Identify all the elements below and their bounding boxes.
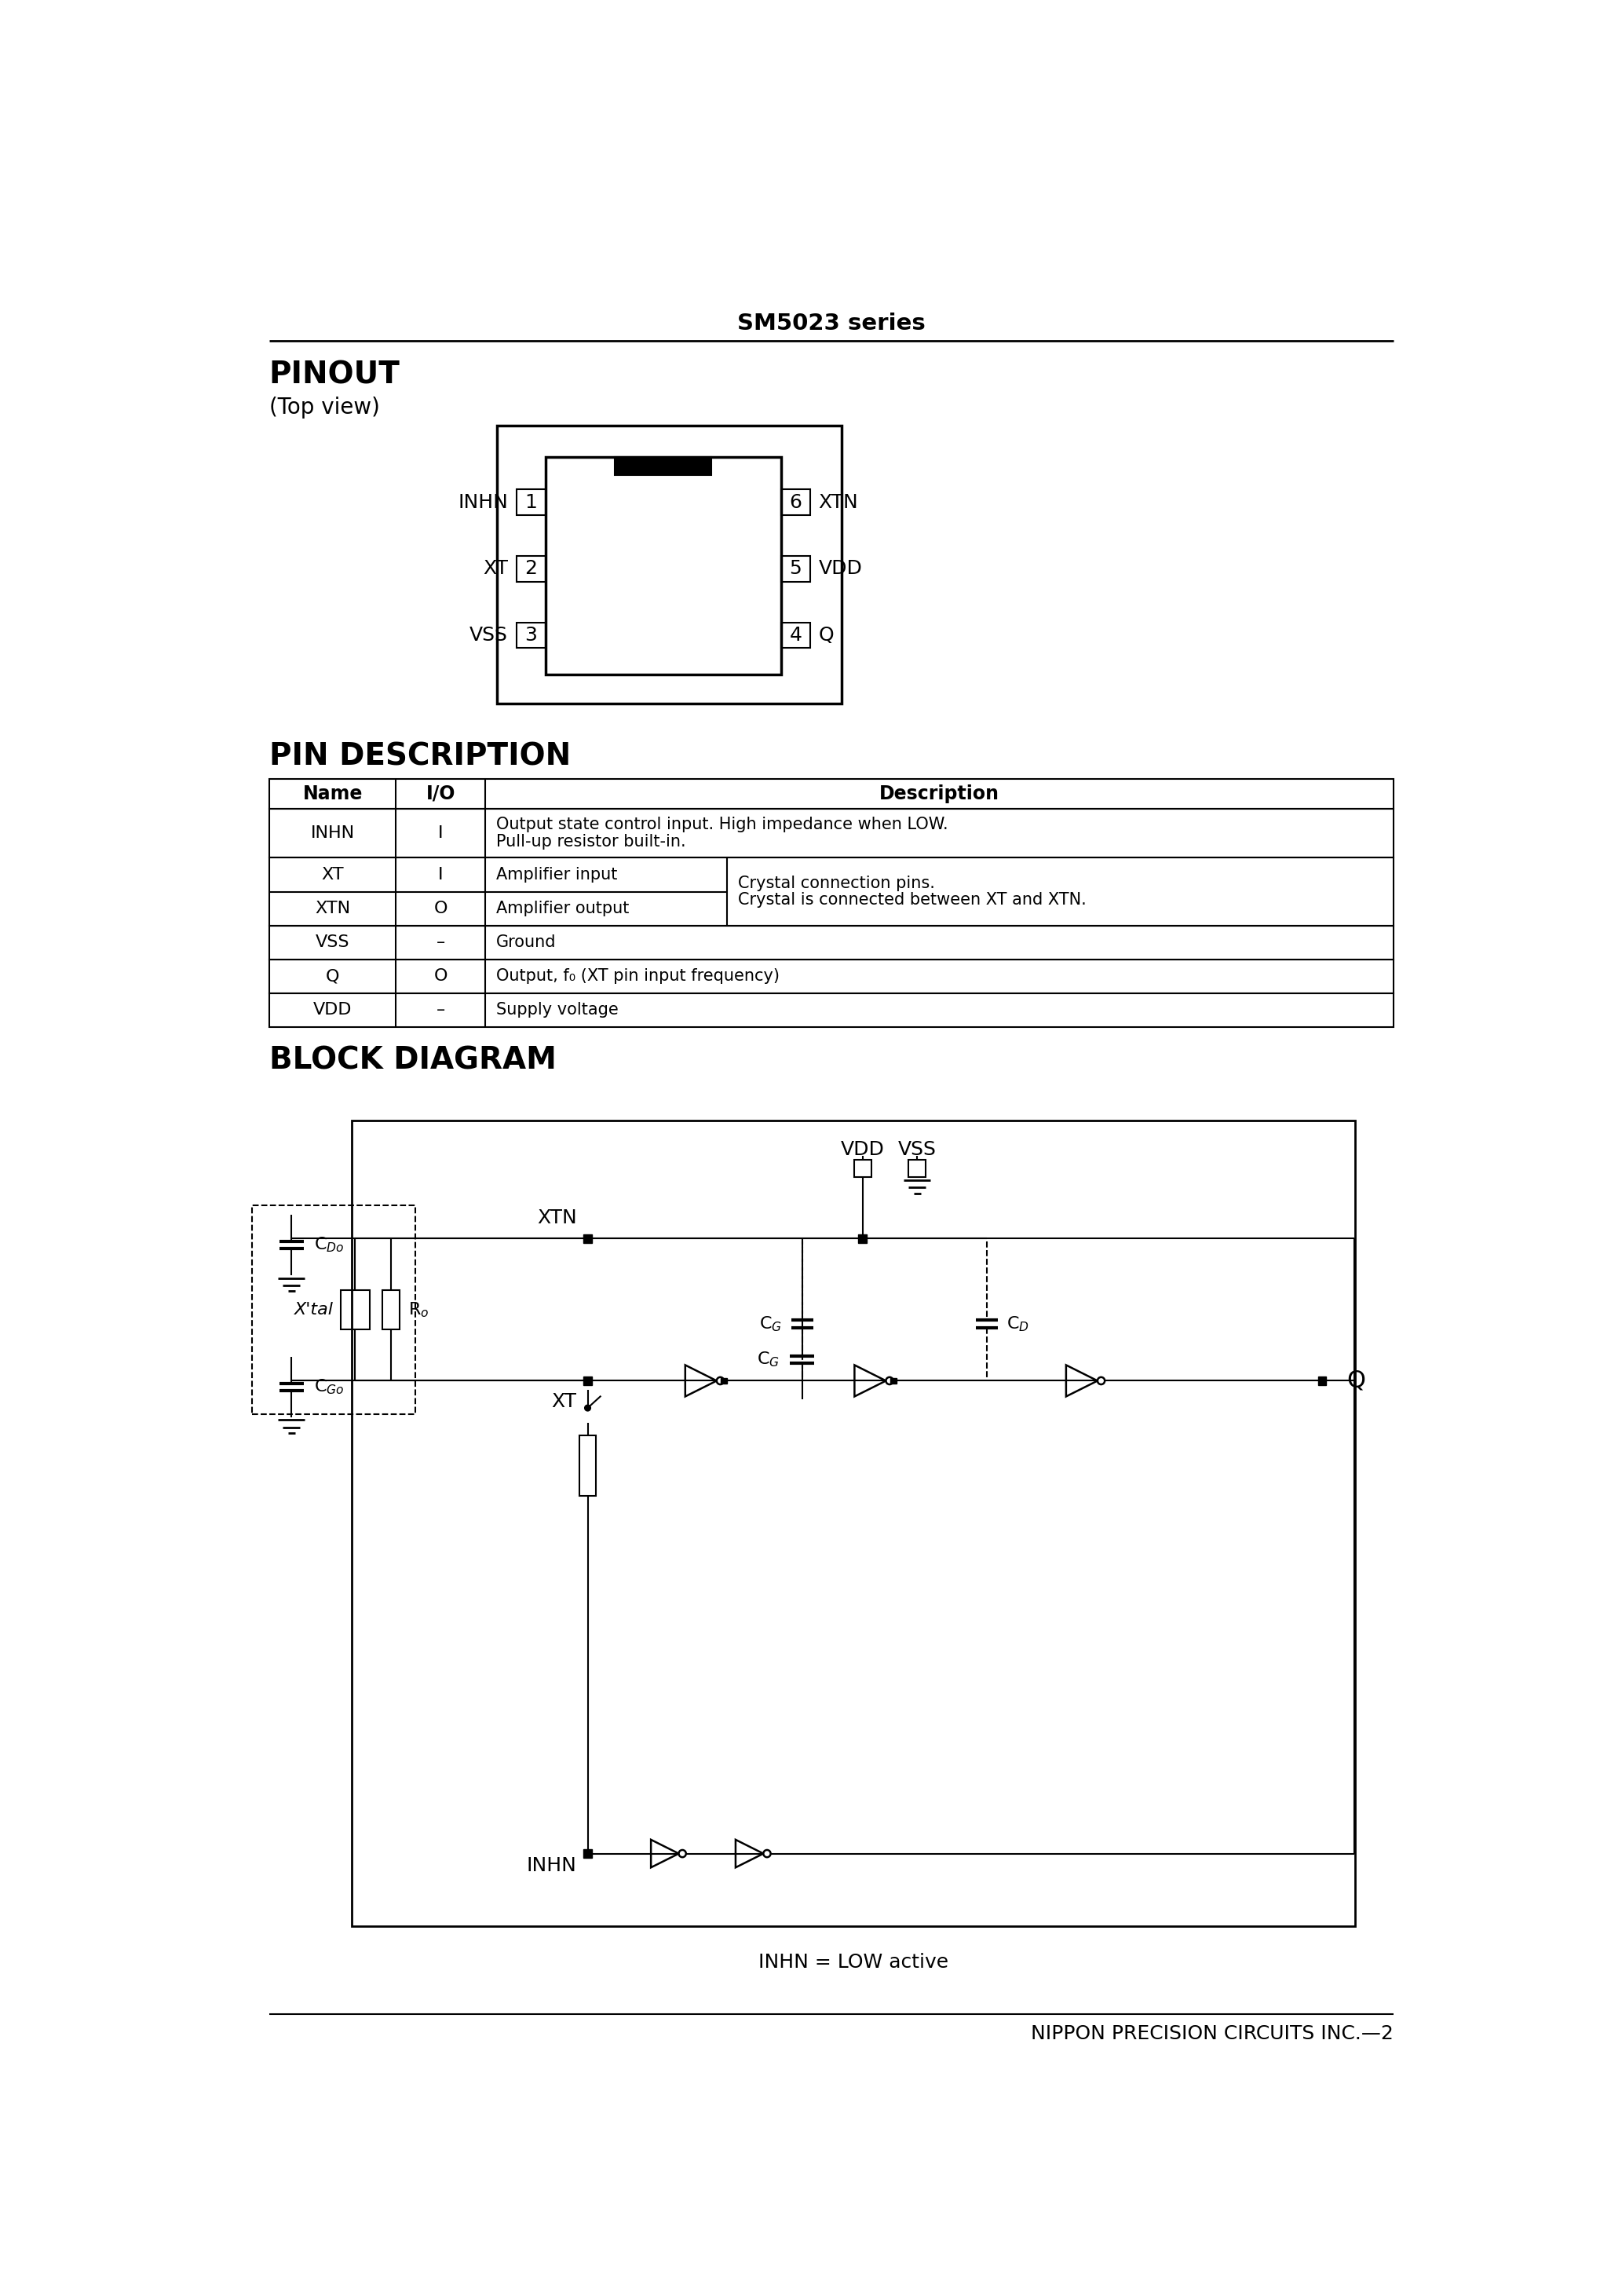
Text: 6: 6 — [790, 494, 801, 512]
Bar — [782, 489, 809, 514]
Text: PIN DESCRIPTION: PIN DESCRIPTION — [269, 742, 571, 771]
Bar — [782, 622, 809, 647]
Bar — [496, 425, 842, 703]
Text: 3: 3 — [524, 627, 537, 645]
Text: C$_D$: C$_D$ — [1007, 1316, 1030, 1334]
Circle shape — [717, 1378, 723, 1384]
Bar — [858, 1235, 866, 1242]
Text: 5: 5 — [790, 560, 801, 579]
Text: XTN: XTN — [819, 494, 858, 512]
Bar — [516, 489, 545, 514]
Circle shape — [886, 1378, 894, 1384]
Text: PINOUT: PINOUT — [269, 360, 401, 390]
Text: INHN: INHN — [527, 1855, 577, 1876]
Bar — [269, 808, 1393, 859]
Text: Q: Q — [1346, 1368, 1366, 1391]
Text: Amplifier input: Amplifier input — [496, 868, 618, 882]
Text: Ground: Ground — [496, 934, 556, 951]
Text: C$_G$: C$_G$ — [759, 1316, 782, 1334]
Text: SM5023 series: SM5023 series — [736, 312, 926, 335]
Text: XTN: XTN — [537, 1208, 577, 1226]
Bar — [890, 1378, 897, 1384]
Text: I: I — [438, 868, 443, 882]
Text: –: – — [436, 1003, 444, 1017]
Text: C$_{Go}$: C$_{Go}$ — [315, 1378, 345, 1396]
Text: Output state control input. High impedance when LOW.: Output state control input. High impedan… — [496, 817, 949, 833]
Bar — [720, 1378, 727, 1384]
Text: 1: 1 — [524, 494, 537, 512]
Text: Q: Q — [326, 969, 339, 985]
Bar — [516, 556, 545, 581]
Bar — [855, 1159, 871, 1178]
Text: 4: 4 — [790, 627, 801, 645]
Text: Output, f₀ (XT pin input frequency): Output, f₀ (XT pin input frequency) — [496, 969, 780, 985]
Bar — [251, 1205, 415, 1414]
Text: Supply voltage: Supply voltage — [496, 1003, 618, 1017]
Text: XT: XT — [321, 868, 344, 882]
Text: BLOCK DIAGRAM: BLOCK DIAGRAM — [269, 1045, 556, 1075]
Bar — [782, 556, 809, 581]
Text: R$_o$: R$_o$ — [409, 1300, 428, 1318]
Bar — [269, 960, 1393, 994]
Text: XT: XT — [483, 560, 508, 579]
Bar — [352, 1120, 1356, 1926]
Text: Q: Q — [819, 627, 834, 645]
Text: C$_{Do}$: C$_{Do}$ — [315, 1235, 344, 1254]
Bar — [269, 994, 1393, 1026]
Text: C$_G$: C$_G$ — [756, 1350, 779, 1368]
Text: VSS: VSS — [899, 1141, 936, 1159]
Text: Amplifier output: Amplifier output — [496, 900, 629, 916]
Text: VDD: VDD — [313, 1003, 352, 1017]
Text: INHN: INHN — [310, 827, 355, 840]
Bar — [1319, 1378, 1327, 1384]
Bar — [584, 1235, 592, 1242]
Text: VDD: VDD — [819, 560, 863, 579]
Text: –: – — [436, 934, 444, 951]
Text: Description: Description — [879, 785, 999, 804]
Text: VSS: VSS — [315, 934, 350, 951]
Text: I/O: I/O — [427, 785, 456, 804]
Text: Crystal is connected between XT and XTN.: Crystal is connected between XT and XTN. — [738, 893, 1087, 907]
Text: VDD: VDD — [840, 1141, 884, 1159]
Text: (Top view): (Top view) — [269, 397, 380, 418]
Bar — [908, 1159, 926, 1178]
Text: VSS: VSS — [469, 627, 508, 645]
Text: Name: Name — [303, 785, 363, 804]
Bar — [269, 859, 1393, 925]
Text: I: I — [438, 827, 443, 840]
Text: XTN: XTN — [315, 900, 350, 916]
Text: INHN: INHN — [457, 494, 508, 512]
Bar — [584, 1378, 592, 1384]
Bar — [383, 1290, 399, 1329]
Bar — [516, 622, 545, 647]
Bar — [545, 457, 782, 675]
Text: O: O — [435, 969, 448, 985]
Text: X'tal: X'tal — [295, 1302, 334, 1318]
Circle shape — [764, 1851, 770, 1857]
Bar — [584, 1848, 592, 1857]
Text: 2: 2 — [524, 560, 537, 579]
Circle shape — [1098, 1378, 1105, 1384]
Text: XT: XT — [551, 1391, 577, 1412]
Bar — [579, 1435, 597, 1495]
Text: Crystal connection pins.: Crystal connection pins. — [738, 875, 936, 891]
Circle shape — [678, 1851, 686, 1857]
Bar — [341, 1290, 370, 1329]
Text: NIPPON PRECISION CIRCUITS INC.—2: NIPPON PRECISION CIRCUITS INC.—2 — [1032, 2025, 1393, 2043]
Bar — [615, 457, 712, 475]
Bar — [269, 778, 1393, 808]
Circle shape — [584, 1405, 590, 1412]
Bar — [269, 925, 1393, 960]
Text: Pull-up resistor built-in.: Pull-up resistor built-in. — [496, 833, 686, 850]
Text: INHN = LOW active: INHN = LOW active — [759, 1954, 949, 1972]
Text: O: O — [435, 900, 448, 916]
